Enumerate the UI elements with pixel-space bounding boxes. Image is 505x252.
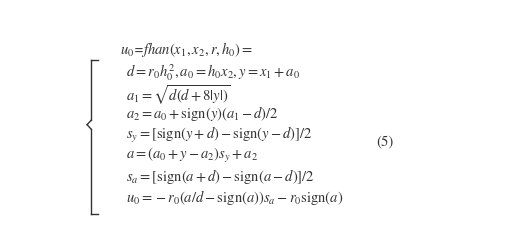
Text: $u_0$=fhan$(x_1,x_2,r,h_0)=$: $u_0$=fhan$(x_1,x_2,r,h_0)=$: [120, 40, 253, 59]
Text: $a_2 = a_0 + \mathrm{sign}(y)(a_1-d)/2$: $a_2 = a_0 + \mathrm{sign}(y)(a_1-d)/2$: [126, 104, 279, 123]
Text: $s_a = [\mathrm{sign}(a+d)-\mathrm{sign}(a-d)]/2$: $s_a = [\mathrm{sign}(a+d)-\mathrm{sign}…: [126, 167, 315, 186]
Text: $s_y = [\mathrm{sign}(y+d)-\mathrm{sign}(y-d)]/2$: $s_y = [\mathrm{sign}(y+d)-\mathrm{sign}…: [126, 125, 312, 145]
Text: $a=(a_0+y-a_2)s_y+a_2$: $a=(a_0+y-a_2)s_y+a_2$: [126, 146, 258, 165]
Text: $a_1 = \sqrt{d(d+8|y|)}$: $a_1 = \sqrt{d(d+8|y|)}$: [126, 83, 231, 107]
Text: $d = r_0h_0^2, a_0 = h_0x_2, y = x_1 + a_0$: $d = r_0h_0^2, a_0 = h_0x_2, y = x_1 + a…: [126, 62, 300, 83]
Text: (5): (5): [376, 136, 393, 149]
Text: $u_0 = -r_0(a/d-\mathrm{sign}(a))s_a - r_0\mathrm{sign}(a)$: $u_0 = -r_0(a/d-\mathrm{sign}(a))s_a - r…: [126, 188, 343, 207]
